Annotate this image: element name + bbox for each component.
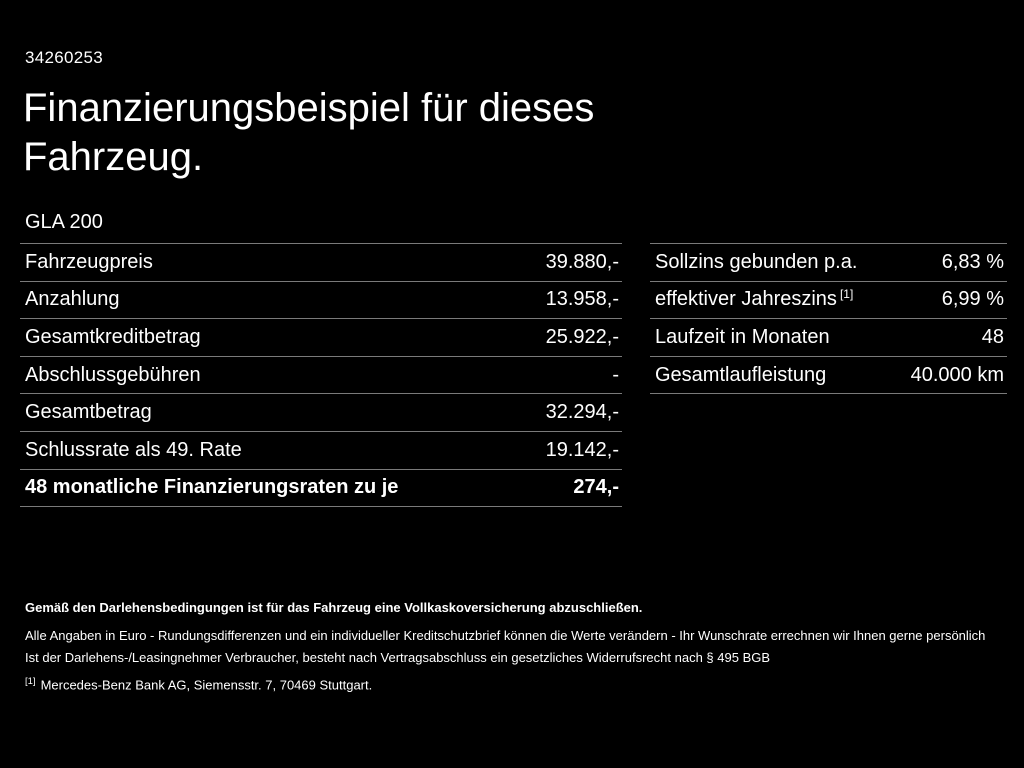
disclaimer-line-1: Alle Angaben in Euro - Rundungsdifferenz…: [25, 628, 986, 643]
row-label: Gesamtkreditbetrag: [25, 325, 201, 348]
table-row: Abschlussgebühren -: [20, 355, 622, 394]
row-value: 39.880,-: [545, 250, 619, 273]
row-label: Gesamtbetrag: [25, 401, 152, 424]
row-label: 48 monatliche Finanzierungsraten zu je: [25, 476, 399, 499]
page-title: Finanzierungsbeispiel für dieses Fahrzeu…: [23, 86, 595, 179]
table-row: effektiver Jahreszins [1] 6,99 %: [650, 280, 1007, 319]
row-value: 40.000 km: [910, 363, 1004, 386]
footnote-marker: [1]: [839, 286, 854, 301]
legal-footer: Gemäß den Darlehensbedingungen ist für d…: [25, 600, 990, 692]
vehicle-model: GLA 200: [25, 211, 103, 233]
row-label: Gesamtlaufleistung: [655, 363, 827, 386]
table-row-monthly-rate: 48 monatliche Finanzierungsraten zu je 2…: [20, 468, 622, 508]
bank-reference: [1] Mercedes-Benz Bank AG, Siemensstr. 7,…: [25, 676, 990, 692]
row-value: 32.294,-: [545, 401, 619, 424]
row-value: 13.958,-: [545, 288, 619, 311]
row-label: effektiver Jahreszins [1]: [655, 286, 854, 311]
table-row: Gesamtbetrag 32.294,-: [20, 393, 622, 431]
table-row: Schlussrate als 49. Rate 19.142,-: [20, 430, 622, 469]
table-row: Sollzins gebunden p.a. 6,83 %: [650, 243, 1007, 281]
insurance-notice: Gemäß den Darlehensbedingungen ist für d…: [25, 600, 643, 615]
row-label: Schlussrate als 49. Rate: [25, 438, 242, 461]
row-value: 274,-: [573, 476, 619, 499]
document-id: 34260253: [25, 48, 104, 67]
table-row: Laufzeit in Monaten 48: [650, 318, 1007, 356]
table-row: Fahrzeugpreis 39.880,-: [20, 243, 622, 281]
table-row: Gesamtkreditbetrag 25.922,-: [20, 318, 622, 356]
table-row: Anzahlung 13.958,-: [20, 280, 622, 319]
footnote-marker: [1]: [25, 676, 36, 687]
row-value: 6,83 %: [941, 250, 1004, 273]
financing-details-table: Fahrzeugpreis 39.880,- Anzahlung 13.958,…: [20, 243, 622, 508]
interest-details-table: Sollzins gebunden p.a. 6,83 % effektiver…: [650, 243, 1007, 395]
row-value: 25.922,-: [545, 325, 619, 348]
row-value: 6,99 %: [941, 288, 1004, 311]
row-value: 19.142,-: [545, 438, 619, 461]
row-label: Abschlussgebühren: [25, 363, 201, 386]
row-label: Laufzeit in Monaten: [655, 325, 830, 348]
bank-reference-text: Mercedes-Benz Bank AG, Siemensstr. 7, 70…: [40, 677, 373, 693]
table-row: Gesamtlaufleistung 40.000 km: [650, 355, 1007, 395]
disclaimer-line-2: Ist der Darlehens-/Leasingnehmer Verbrau…: [25, 650, 771, 665]
row-label: Anzahlung: [25, 288, 120, 311]
row-label: Sollzins gebunden p.a.: [655, 250, 858, 273]
row-label: Fahrzeugpreis: [25, 250, 153, 273]
row-value: 48: [981, 325, 1004, 348]
row-value: -: [612, 363, 619, 386]
